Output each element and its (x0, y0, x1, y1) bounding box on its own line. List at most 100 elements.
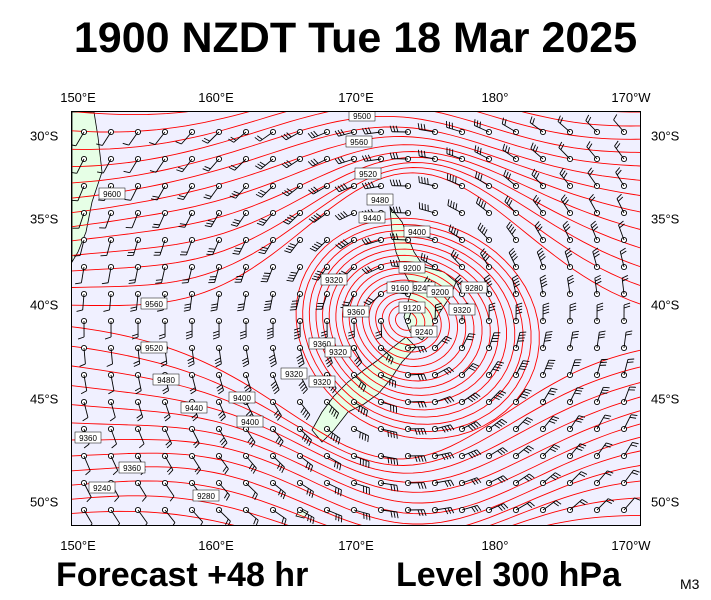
wind-barb (308, 182, 331, 195)
wind-barb (620, 302, 631, 325)
svg-text:9320: 9320 (325, 276, 343, 285)
wind-barb (590, 220, 601, 244)
wind-barb (512, 445, 534, 460)
wind-barb (104, 317, 115, 340)
lat-label-left-35s: 35°S (30, 211, 59, 227)
wind-barb (75, 263, 88, 285)
wind-barb (539, 274, 548, 298)
wind-barb (296, 506, 315, 525)
wind-barb (188, 371, 197, 395)
svg-text:9520: 9520 (359, 170, 377, 179)
lon-label-bottom-160e: 160°E (198, 538, 234, 553)
wind-barb (566, 359, 582, 379)
wind-barb (587, 167, 601, 190)
wind-barb (557, 115, 574, 136)
wind-barb (566, 443, 587, 460)
forecast-label: Forecast +48 hr (56, 556, 309, 594)
wind-barb (284, 236, 304, 254)
wind-barb (620, 414, 638, 433)
contour-label: 9560 (345, 135, 373, 148)
wind-barb (417, 123, 439, 136)
wind-barb (177, 182, 196, 200)
wind-barb (485, 332, 501, 352)
wind-barb (228, 128, 250, 143)
wind-barb (315, 290, 331, 310)
svg-text:9320: 9320 (285, 370, 303, 379)
svg-text:9280: 9280 (465, 284, 483, 293)
wind-barb (266, 317, 277, 340)
wind-barb (566, 387, 584, 406)
wind-barb (101, 263, 115, 285)
contour-ring (348, 267, 475, 382)
wind-barb (501, 117, 520, 136)
wind-barb (504, 195, 520, 217)
wind-barb (181, 263, 196, 284)
svg-text:9480: 9480 (157, 376, 175, 385)
wind-barb (107, 398, 116, 422)
wind-barb (458, 477, 482, 487)
wind-barb (107, 452, 119, 476)
wind-barb (212, 317, 223, 340)
lon-label-bottom-170e: 170°E (338, 538, 374, 553)
wind-barb (404, 371, 427, 381)
svg-text:9360: 9360 (123, 464, 141, 473)
contour-label: 9240 (410, 325, 438, 338)
wind-barb (566, 415, 586, 433)
wind-barb (201, 128, 223, 144)
wind-barb (107, 506, 121, 525)
contour-label: 9200 (426, 285, 454, 298)
wind-barb (130, 290, 142, 312)
wind-barb (389, 179, 412, 190)
wind-barb (161, 452, 174, 475)
wind-barb (474, 145, 493, 163)
svg-text:9360: 9360 (313, 340, 331, 349)
wind-barb (286, 263, 304, 282)
wind-barb (296, 344, 305, 368)
wind-barb (512, 388, 532, 406)
contour-label: 9360 (308, 337, 336, 350)
wind-barb (123, 155, 142, 174)
contour-label: 9480 (366, 193, 394, 206)
map-panel: 9500 9560 9520 9480 9600 9440 9400 9560 9520 9480… (71, 111, 641, 526)
wind-barb (404, 425, 427, 435)
wind-barb (307, 155, 331, 167)
wind-barb (323, 398, 340, 419)
wind-barb (281, 182, 304, 197)
wind-barb (214, 344, 223, 368)
wind-barb (418, 202, 439, 217)
wind-barb (585, 114, 601, 136)
wind-barb (420, 252, 439, 271)
wind-barb (309, 236, 331, 252)
wind-barb (281, 128, 304, 141)
wind-barb (389, 152, 412, 163)
svg-text:9360: 9360 (347, 308, 365, 317)
wind-barb (377, 344, 394, 365)
wind-barb (77, 317, 88, 340)
wind-barb (562, 220, 574, 244)
wind-barb (215, 398, 226, 422)
wind-barb (149, 128, 169, 146)
wind-barb (269, 506, 287, 525)
contour-label: 9320 (320, 273, 348, 286)
contour-label: 9440 (358, 211, 386, 224)
svg-text:9520: 9520 (145, 344, 163, 353)
wind-barb (134, 371, 142, 395)
wind-barb (281, 155, 304, 169)
wind-barb (566, 499, 588, 514)
wind-barb (377, 398, 398, 413)
wind-barb (539, 416, 560, 433)
wind-barb (485, 302, 496, 325)
wind-barb (348, 317, 358, 340)
wind-barb (234, 263, 250, 283)
wind-barb (106, 344, 115, 367)
svg-text:9320: 9320 (329, 348, 347, 357)
lat-label-left-45s: 45°S (30, 391, 59, 407)
wind-barb (530, 142, 547, 163)
wind-barb (485, 418, 508, 433)
wind-barb (480, 248, 493, 271)
wind-barb (417, 149, 439, 163)
svg-text:9360: 9360 (79, 434, 97, 443)
contour-line (72, 151, 640, 242)
wind-barb (293, 317, 304, 340)
wind-barb (72, 155, 88, 174)
